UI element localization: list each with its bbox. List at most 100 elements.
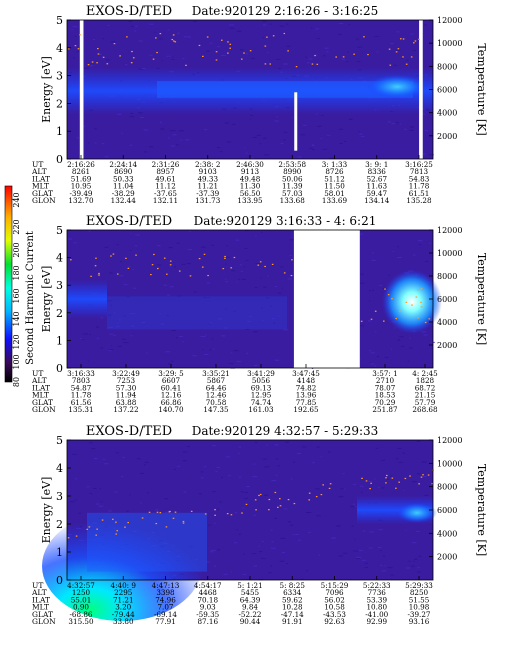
heatmap-cell (276, 116, 278, 118)
heatmap-cell (353, 550, 359, 552)
heatmap-cell (409, 129, 414, 131)
heatmap-cell (278, 315, 280, 317)
heatmap-cell (177, 465, 180, 467)
heatmap-cell (351, 525, 354, 527)
heatmap-cell (109, 333, 114, 335)
heatmap-cell (359, 485, 364, 487)
orbit-cell: 133.95 (237, 196, 263, 205)
orbit-cell: 13.96 (296, 391, 317, 400)
heatmap-cell (359, 133, 363, 135)
heatmap-cell (229, 24, 234, 26)
orbit-cell: 7736 (368, 588, 387, 597)
orbit-cell: 3398 (156, 588, 175, 597)
heatmap-cell (421, 461, 427, 463)
heatmap-cell (72, 26, 78, 28)
heatmap-cell (78, 512, 81, 514)
heatmap-cell (316, 38, 320, 40)
heatmap-cell (230, 571, 232, 573)
temperature-point (268, 498, 271, 501)
heatmap-cell (177, 32, 180, 34)
orbit-cell: 7803 (72, 376, 91, 385)
y-tick-label: 1 (56, 125, 63, 138)
heatmap-cell (305, 56, 308, 58)
colorbar-tick-160: 160 (12, 288, 21, 303)
orbit-cell: 51.55 (409, 595, 430, 604)
heatmap-cell (92, 38, 96, 40)
heatmap-cell (361, 559, 366, 561)
temperature-point (77, 48, 80, 50)
heatmap-cell (216, 147, 221, 149)
temperature-point (405, 63, 408, 65)
temperature-point (417, 317, 420, 319)
temperature-point (127, 521, 130, 524)
heatmap-cell (95, 326, 100, 328)
heatmap-cell (360, 491, 363, 493)
orbit-cell: 6334 (283, 588, 302, 597)
heatmap-cell (225, 281, 228, 283)
y-tick-label: 5 (56, 224, 63, 237)
heatmap-area (67, 230, 442, 369)
heatmap-cell (316, 54, 318, 56)
heatmap-cell (324, 47, 329, 49)
heatmap-cell (117, 345, 122, 347)
heatmap-cell (211, 445, 216, 447)
heatmap-cell (172, 56, 174, 58)
heatmap-cell (218, 501, 222, 503)
temperature-point (227, 52, 229, 54)
heatmap-cell (274, 285, 278, 287)
temperature-point (130, 62, 133, 64)
orbit-cell: -69.14 (154, 610, 177, 619)
heatmap-cell (268, 572, 272, 574)
heatmap-cell (240, 491, 245, 493)
y2-tick-label: 10000 (437, 39, 462, 48)
heatmap-cell (135, 234, 140, 236)
temperature-point (112, 518, 114, 520)
heatmap-cell (407, 66, 410, 68)
temperature-point (95, 257, 97, 259)
heatmap-cell (315, 28, 319, 30)
heatmap-cell (129, 144, 132, 146)
heatmap-cell (272, 317, 275, 319)
colorbar-tick-100: 100 (12, 354, 21, 369)
orbit-cell: 132.44 (111, 196, 137, 205)
heatmap-cell (246, 352, 249, 354)
temperature-point (141, 517, 144, 519)
heatmap-cell (338, 22, 344, 24)
heatmap-cell (242, 507, 245, 509)
orbit-cell: 10.80 (366, 603, 387, 612)
orbit-cell: 135.28 (406, 196, 432, 205)
orbit-cell: 3:22:49 (112, 369, 140, 378)
heatmap-cell (132, 269, 135, 271)
temperature-point (97, 53, 100, 55)
temperature-point (222, 268, 225, 270)
emission-hotspot (367, 74, 427, 99)
temperature-point (418, 38, 420, 40)
heatmap-cell (229, 363, 234, 365)
heatmap-cell (123, 284, 128, 286)
heatmap-cell (126, 296, 131, 298)
y-tick-label: 2 (56, 307, 63, 320)
temperature-point (409, 475, 411, 477)
heatmap-cell (108, 510, 112, 512)
orbit-cell: 55.01 (71, 595, 92, 604)
temperature-point (264, 265, 266, 268)
emission-band (67, 279, 107, 319)
heatmap-cell (104, 463, 109, 465)
heatmap-cell (382, 555, 386, 557)
orbit-cell: 4468 (199, 588, 218, 597)
orbit-cell: 53.39 (366, 595, 387, 604)
y-tick-label: 3 (56, 279, 63, 292)
heatmap-cell (266, 51, 269, 53)
heatmap-cell (225, 263, 227, 265)
heatmap-cell (323, 55, 326, 57)
temperature-point (387, 294, 390, 296)
orbit-cell: 4:47:13 (152, 581, 180, 590)
temperature-point (182, 522, 185, 524)
heatmap-cell (283, 508, 288, 510)
heatmap-cell (154, 31, 156, 33)
heatmap-cell (114, 312, 116, 314)
temperature-point (88, 526, 91, 528)
y2-tick-label: 2000 (437, 132, 457, 141)
heatmap-cell (228, 475, 231, 477)
data-gap (419, 20, 423, 159)
